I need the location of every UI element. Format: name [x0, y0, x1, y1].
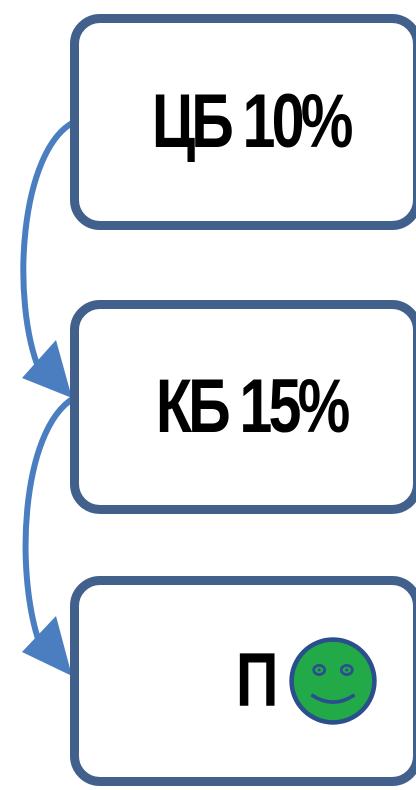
- node-kb-label: КБ 15%: [155, 364, 350, 449]
- arrow-cb-to-kb: [20, 119, 77, 375]
- node-p-label: П: [236, 638, 279, 723]
- node-p: П: [70, 576, 416, 786]
- smiley-face-icon: [289, 637, 377, 725]
- arrowhead-cb-to-kb: [22, 340, 72, 398]
- arrow-kb-to-p: [22, 395, 77, 653]
- arrowhead-kb-to-p: [22, 616, 72, 676]
- node-cb: ЦБ 10%: [70, 14, 416, 230]
- node-cb-label: ЦБ 10%: [152, 79, 354, 164]
- node-kb: КБ 15%: [70, 300, 416, 514]
